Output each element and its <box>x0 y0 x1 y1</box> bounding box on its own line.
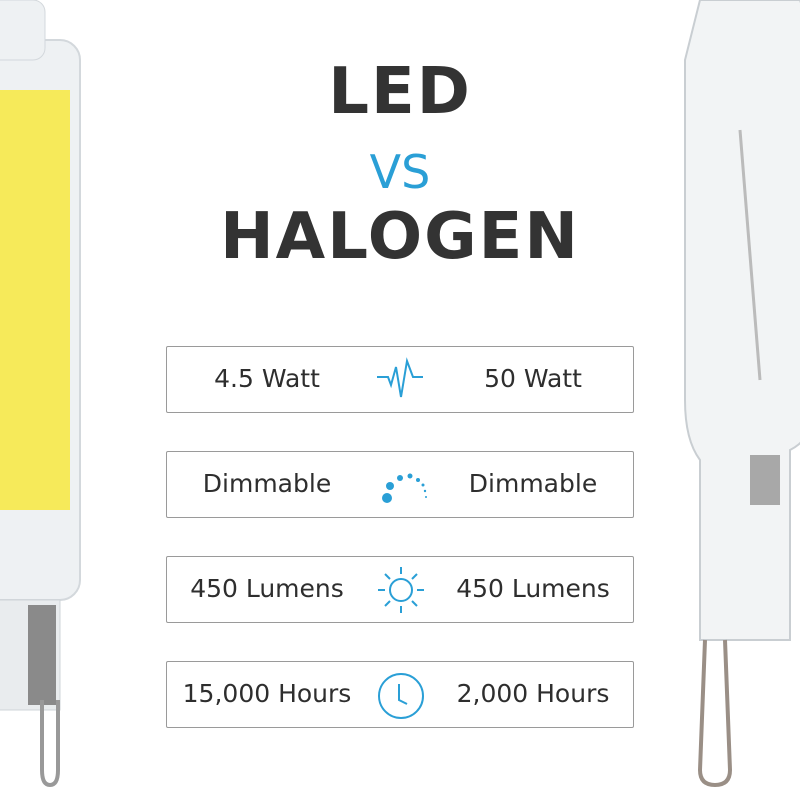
led-value: Dimmable <box>202 469 332 498</box>
heading-halogen: HALOGEN <box>220 200 580 274</box>
comparison-row-wattage: 4.5 Watt 50 Watt <box>166 346 634 413</box>
heading-led: LED <box>328 55 472 129</box>
led-bulb-image <box>0 0 81 788</box>
heading-vs: VS <box>369 145 431 199</box>
comparison-row-dimmable: Dimmable Dimmable <box>166 451 634 518</box>
halogen-value: 2,000 Hours <box>456 679 610 708</box>
halogen-value: Dimmable <box>468 469 598 498</box>
waveform-icon <box>377 357 423 398</box>
halogen-value: 50 Watt <box>484 364 582 393</box>
halogen-bulb-image <box>684 0 800 788</box>
dimmer-dots-icon <box>382 473 427 503</box>
led-value: 4.5 Watt <box>214 364 320 393</box>
sun-icon <box>378 567 424 613</box>
halogen-value: 450 Lumens <box>456 574 610 603</box>
clock-icon <box>378 673 424 719</box>
comparison-row-lifespan: 15,000 Hours 2,000 Hours <box>166 661 634 728</box>
led-value: 15,000 Hours <box>182 679 352 708</box>
led-value: 450 Lumens <box>190 574 344 603</box>
comparison-row-lumens: 450 Lumens 450 Lumens <box>166 556 634 623</box>
